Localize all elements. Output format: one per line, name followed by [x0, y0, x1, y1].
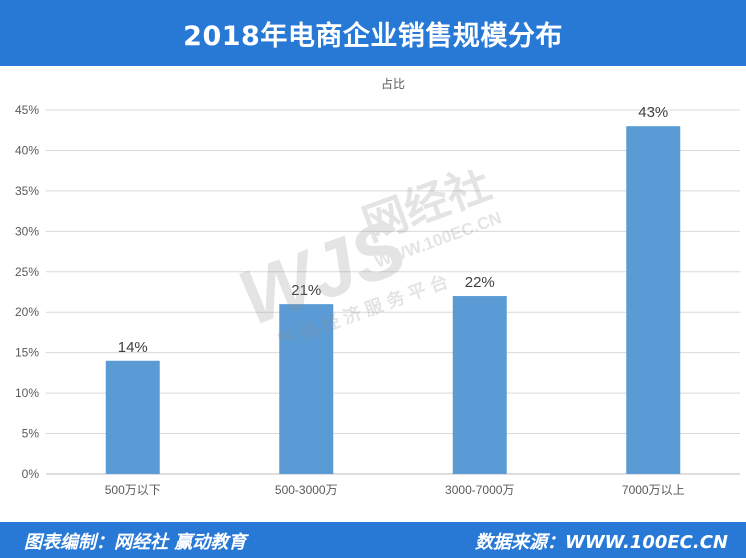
- bar: [626, 126, 681, 474]
- x-tick-label: 500万以下: [105, 483, 161, 497]
- page-title: 2018年电商企业销售规模分布: [183, 20, 563, 52]
- y-tick-label: 20%: [15, 305, 39, 319]
- y-tick-label: 0%: [22, 467, 40, 481]
- y-tick-label: 10%: [15, 386, 39, 400]
- footer-bar: 图表编制：网经社 赢动教育 数据来源：WWW.100EC.CN: [0, 522, 746, 558]
- bar: [452, 296, 507, 474]
- chart-area: 占比 0% 5% 10% 15% 20% 25% 30% 35% 40% 45% 14% 500万以下 2…: [0, 66, 746, 522]
- x-tick-label: 500-3000万: [275, 483, 338, 497]
- y-tick-label: 5%: [22, 427, 40, 441]
- data-label: 22%: [465, 274, 495, 291]
- chart-title: 占比: [381, 76, 405, 91]
- bar: [105, 360, 160, 474]
- x-tick-label: 3000-7000万: [445, 483, 514, 497]
- y-tick-label: 40%: [15, 143, 39, 157]
- x-tick-label: 7000万以上: [622, 483, 685, 497]
- y-tick-label: 35%: [15, 184, 39, 198]
- bar: [279, 304, 334, 474]
- y-tick-label: 45%: [15, 103, 39, 117]
- header-bar: 2018年电商企业销售规模分布: [0, 0, 746, 66]
- data-label: 43%: [638, 104, 668, 121]
- footer-credit: 图表编制：网经社 赢动教育: [24, 532, 247, 553]
- y-tick-label: 15%: [15, 346, 39, 360]
- footer-source: 数据来源：WWW.100EC.CN: [474, 532, 728, 553]
- y-tick-label: 25%: [15, 265, 39, 279]
- data-label: 14%: [118, 339, 148, 356]
- bar-chart: 占比 0% 5% 10% 15% 20% 25% 30% 35% 40% 45% 14% 500万以下 2…: [15, 76, 740, 497]
- data-label: 21%: [291, 282, 321, 299]
- y-tick-label: 30%: [15, 224, 39, 238]
